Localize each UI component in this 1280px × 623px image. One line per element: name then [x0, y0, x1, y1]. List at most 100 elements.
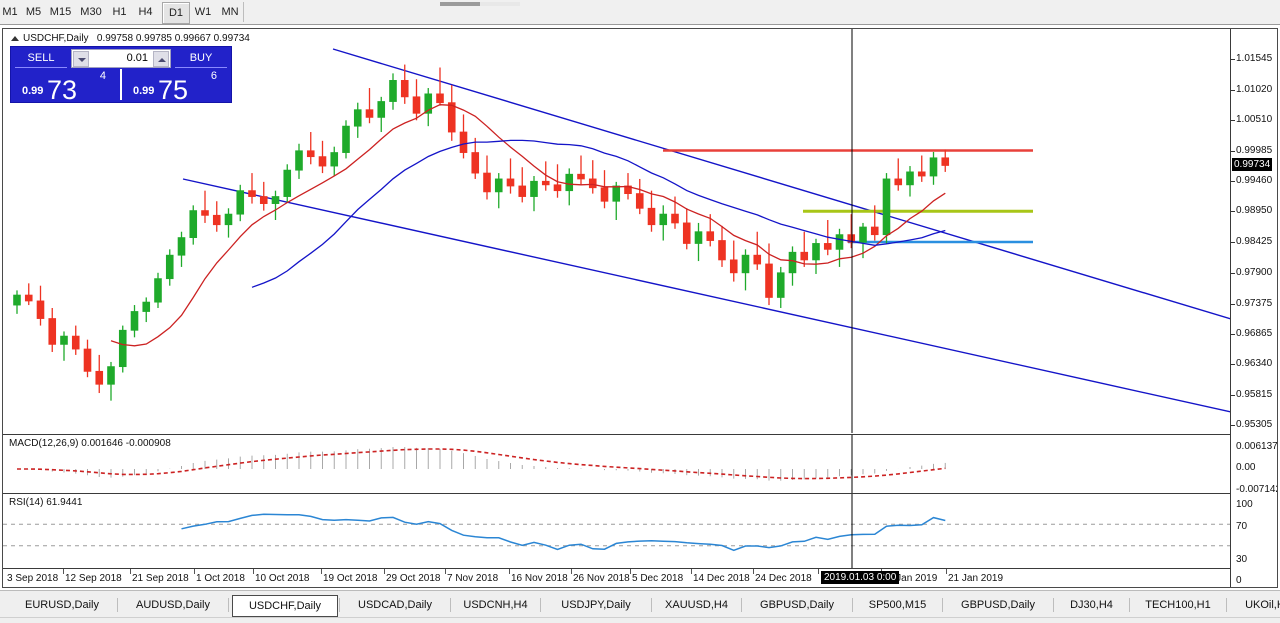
price-axis-tick — [1231, 119, 1235, 121]
chart-tab-tech100-h1[interactable]: TECH100,H1 — [1145, 599, 1211, 611]
timeframe-mn[interactable]: MN — [221, 6, 239, 18]
sell-price-prefix: 0.99 — [22, 85, 44, 97]
sell-button[interactable]: SELL — [15, 50, 67, 68]
trade-panel-divider — [120, 69, 122, 100]
tab-divider — [1129, 598, 1130, 612]
chart-tab-sp500-m15[interactable]: SP500,M15 — [868, 599, 927, 611]
price-axis-label: 0.99985 — [1236, 144, 1273, 156]
price-axis[interactable]: 1.01545 1.01020 1.00510 0.99985 0.99460 0.989… — [1230, 29, 1277, 587]
time-axis-label: 3 Sep 2018 — [7, 573, 59, 584]
timeframe-m5[interactable]: M5 — [25, 6, 42, 18]
chart-tab-xauusd-h4[interactable]: XAUUSD,H4 — [665, 599, 728, 611]
chart-collapse-icon[interactable] — [11, 36, 19, 41]
price-axis-label: 1.01020 — [1236, 83, 1273, 95]
time-axis-tick — [321, 569, 322, 574]
buy-price-fraction: 6 — [210, 70, 217, 82]
time-axis-tick — [818, 569, 819, 574]
lot-size-input[interactable]: 0.01 — [71, 49, 171, 68]
tabbar-base — [0, 617, 1280, 623]
current-price-tag: 0.99734 — [1232, 158, 1273, 172]
price-axis-tick — [1231, 425, 1235, 426]
time-axis[interactable]: 3 Sep 2018 12 Sep 2018 21 Sep 2018 1 Oct 20… — [3, 568, 1231, 588]
price-axis-label: 0.95815 — [1236, 389, 1273, 401]
time-axis-tick — [630, 569, 631, 574]
time-axis-label: 19 Oct 2018 — [323, 573, 378, 584]
time-axis-tick — [509, 569, 510, 574]
time-axis-label: 21 Sep 2018 — [132, 573, 189, 584]
price-axis-label: 0.98425 — [1236, 236, 1273, 247]
price-axis-tick — [1231, 395, 1235, 397]
time-axis-label: 14 Dec 2018 — [693, 573, 750, 584]
tab-divider — [1226, 598, 1227, 612]
time-axis-tick — [691, 569, 692, 574]
rsi-axis-label: 100 — [1236, 499, 1253, 510]
price-axis-tick — [1231, 242, 1235, 243]
macd-axis-label: -0.007142 — [1236, 484, 1277, 495]
tab-divider — [117, 598, 118, 612]
timeframe-w1[interactable]: W1 — [194, 6, 212, 18]
chart-tab-audusd-daily[interactable]: AUDUSD,Daily — [136, 599, 210, 611]
tab-divider — [1053, 598, 1054, 612]
lot-decrease-icon[interactable] — [73, 51, 89, 67]
time-axis-tick — [384, 569, 385, 574]
lot-size-value: 0.01 — [126, 52, 148, 64]
time-axis-tick — [753, 569, 754, 574]
timeframe-m1[interactable]: M1 — [2, 6, 18, 18]
time-axis-label: 12 Sep 2018 — [65, 573, 122, 584]
sell-price-main: 73 — [47, 75, 78, 105]
tab-divider — [852, 598, 853, 612]
chart-tab-usdjpy-daily[interactable]: USDJPY,Daily — [561, 599, 631, 611]
time-axis-tick — [194, 569, 195, 574]
chart-tab-gbpusd-daily[interactable]: GBPUSD,Daily — [961, 599, 1035, 611]
chart-tab-usdcad-daily[interactable]: USDCAD,Daily — [358, 599, 432, 611]
chart-symbol-header: USDCHF,Daily 0.99758 0.99785 0.99667 0.9… — [23, 33, 250, 44]
timeframe-h4[interactable]: H4 — [138, 6, 153, 18]
chart-tab-usdchf-daily[interactable]: USDCHF,Daily — [232, 595, 338, 617]
time-axis-tick — [946, 569, 947, 574]
time-axis-tick — [253, 569, 254, 574]
price-axis-label: 0.99460 — [1236, 175, 1273, 187]
chart-symbol-label: USDCHF,Daily — [23, 33, 89, 44]
timeframe-m15[interactable]: M15 — [49, 6, 72, 18]
time-axis-label: 10 Oct 2018 — [255, 573, 310, 584]
time-axis-label: 5 Dec 2018 — [632, 573, 684, 584]
price-axis-tick — [1231, 181, 1235, 183]
tab-divider — [228, 598, 229, 612]
macd-pane[interactable]: MACD(12,26,9) 0.001646 -0.000908 — [3, 434, 1231, 493]
chart-tab-gbpusd-daily[interactable]: GBPUSD,Daily — [760, 599, 834, 611]
price-chart-svg — [13, 29, 1231, 433]
time-axis-tick — [63, 569, 64, 574]
price-axis-tick — [1231, 150, 1235, 152]
buy-button[interactable]: BUY — [175, 50, 227, 68]
price-axis-tick — [1231, 303, 1235, 305]
tab-divider — [942, 598, 943, 612]
crosshair-time-label: 2019.01.03 0:00 — [821, 571, 900, 584]
price-axis-label: 0.97900 — [1236, 266, 1273, 278]
sell-price-quote[interactable]: 0.99 73 4 — [13, 69, 118, 104]
timeframe-h1[interactable]: H1 — [112, 6, 127, 18]
price-axis-tick — [1231, 89, 1235, 91]
chart-tab-usdcnh-h4[interactable]: USDCNH,H4 — [463, 599, 528, 611]
price-axis-tick — [1231, 211, 1235, 213]
toolbar-scrollbar[interactable] — [440, 2, 520, 6]
price-axis-label: 0.96340 — [1236, 358, 1273, 370]
chart-tab-eurusd-daily[interactable]: EURUSD,Daily — [25, 599, 99, 611]
timeframe-d1[interactable]: D1 — [162, 2, 190, 24]
lot-increase-icon[interactable] — [153, 51, 169, 67]
time-axis-label: 24 Dec 2018 — [755, 573, 812, 584]
price-pane[interactable]: USDCHF,Daily 0.99758 0.99785 0.99667 0.9… — [3, 29, 1231, 433]
buy-price-prefix: 0.99 — [133, 85, 155, 97]
one-click-trading-panel[interactable]: SELL 0.01 BUY 0.99 73 4 0.99 75 6 — [10, 46, 232, 104]
chart-tab-dj30-h4[interactable]: DJ30,H4 — [1070, 599, 1113, 611]
buy-price-quote[interactable]: 0.99 75 6 — [124, 69, 229, 104]
time-axis-label: 29 Oct 2018 — [386, 573, 441, 584]
price-axis-label: 0.96865 — [1236, 327, 1273, 339]
timeframe-m30[interactable]: M30 — [80, 6, 102, 18]
time-axis-tick — [445, 569, 446, 574]
time-axis-label: 7 Nov 2018 — [447, 573, 499, 584]
rsi-pane[interactable]: RSI(14) 61.9441 — [3, 493, 1231, 568]
time-axis-label: 21 Jan 2019 — [948, 573, 1004, 584]
macd-axis-label: 0.006137 — [1236, 441, 1277, 452]
chart-tab-ukoil-h1[interactable]: UKOil,H1 — [1245, 599, 1280, 611]
chart-window: USDCHF,Daily 0.99758 0.99785 0.99667 0.9… — [2, 28, 1278, 588]
